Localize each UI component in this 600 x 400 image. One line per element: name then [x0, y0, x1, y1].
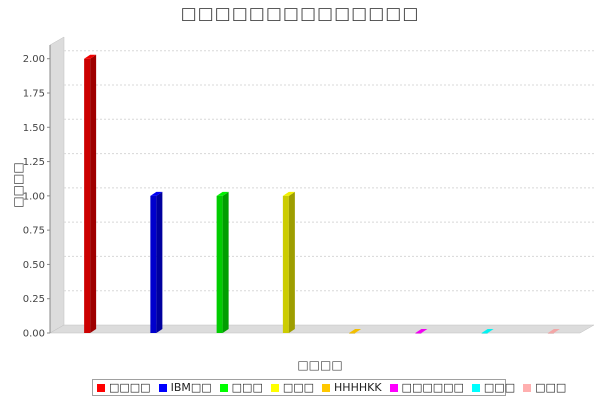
- legend-item: HHHHKK: [322, 381, 382, 394]
- plot-left-wall: [49, 36, 65, 334]
- legend-item: □□□: [270, 381, 315, 394]
- legend-label: □□□: [535, 381, 567, 394]
- bar-top: [547, 329, 560, 333]
- bar: [150, 195, 157, 333]
- legend-label: □□□□□□: [401, 381, 464, 394]
- plot-floor: [49, 324, 595, 334]
- bar: [481, 333, 488, 334]
- legend-swatch: [219, 383, 228, 392]
- x-axis-label: □□□□: [297, 358, 343, 372]
- legend-swatch: [389, 383, 398, 392]
- plot-back-wall: [64, 37, 594, 325]
- bar-top: [481, 329, 494, 333]
- legend-swatch: [523, 383, 532, 392]
- legend: □□□□ IBM□□ □□□ □□□ HHHHKK □□□□□□ □□□ □□□: [92, 379, 566, 396]
- y-tick-label: 1.00: [23, 191, 45, 202]
- bar-side: [288, 191, 295, 333]
- legend-item: □□□: [219, 381, 263, 394]
- legend-item: □□□: [523, 381, 566, 394]
- legend-swatch: [471, 383, 480, 392]
- y-tick-label: 0.25: [23, 294, 45, 305]
- bar: [84, 58, 91, 333]
- bar: [282, 195, 289, 333]
- bar-top: [84, 54, 97, 59]
- bar-top: [150, 191, 163, 196]
- legend-swatch: [97, 383, 105, 392]
- legend-item: □□□□□□: [389, 381, 464, 394]
- y-tick-label: 1.25: [23, 157, 45, 168]
- y-tick-label: 1.75: [23, 89, 45, 100]
- bar: [415, 333, 422, 334]
- legend-label: IBM□□: [170, 381, 212, 394]
- bar-top: [216, 191, 229, 196]
- legend-label: □□□: [231, 381, 263, 394]
- legend-swatch: [270, 383, 279, 392]
- legend-item: IBM□□: [158, 381, 212, 394]
- legend-item: □□□: [471, 381, 516, 394]
- bar-side: [90, 54, 97, 333]
- y-tick-label: 2.00: [23, 54, 45, 65]
- legend-swatch: [322, 383, 331, 392]
- legend-label: □□□□: [109, 381, 151, 394]
- y-tick-label: 0.50: [23, 260, 45, 271]
- y-axis-label: □□□□: [11, 162, 25, 208]
- bar-top: [415, 329, 428, 333]
- bar: [216, 195, 223, 333]
- bar: [349, 333, 356, 334]
- y-tick-label: 0.75: [23, 226, 45, 237]
- bar-top: [349, 329, 362, 333]
- legend-label: □□□: [483, 381, 516, 394]
- y-tick-label: 1.50: [23, 123, 45, 134]
- legend-label: □□□: [282, 381, 315, 394]
- bar-side: [222, 191, 229, 333]
- bar-side: [156, 191, 163, 333]
- bar: [547, 333, 554, 334]
- legend-swatch: [158, 383, 167, 392]
- legend-item: □□□□: [97, 381, 151, 394]
- chart-title: □□□□□□□□□□□□□□: [180, 4, 420, 24]
- y-tick-label: 0.00: [23, 329, 45, 340]
- bar-top: [282, 191, 295, 196]
- legend-label: HHHHKK: [334, 381, 382, 394]
